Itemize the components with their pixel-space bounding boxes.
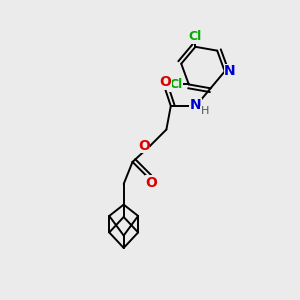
Text: O: O bbox=[146, 176, 158, 190]
Text: O: O bbox=[159, 75, 171, 89]
Text: Cl: Cl bbox=[189, 30, 202, 43]
Text: Cl: Cl bbox=[169, 78, 182, 91]
Text: N: N bbox=[224, 64, 236, 78]
Text: H: H bbox=[200, 106, 209, 116]
Text: N: N bbox=[189, 98, 201, 112]
Text: O: O bbox=[138, 139, 150, 153]
